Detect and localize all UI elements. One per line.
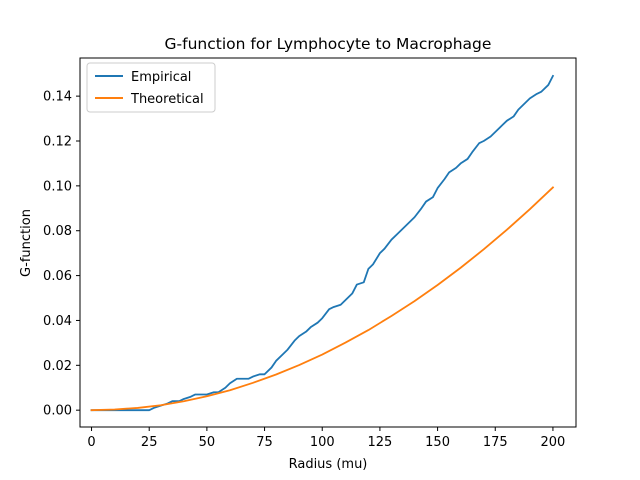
y-tick-label: 0.06	[43, 269, 72, 284]
x-tick-label: 150	[425, 435, 450, 450]
x-tick-label: 200	[541, 435, 566, 450]
y-tick-label: 0.14	[43, 90, 72, 105]
chart-title: G-function for Lymphocyte to Macrophage	[165, 35, 492, 53]
y-tick-label: 0.04	[43, 314, 72, 329]
y-tick-label: 0.00	[43, 404, 72, 419]
legend-label-empirical: Empirical	[131, 70, 191, 85]
y-tick-label: 0.12	[43, 134, 72, 149]
axes: 0 25 50 75 100 125 150 175 200 0.00 0.02 0.04 0.06 0.…	[43, 57, 577, 450]
x-tick-label: 25	[141, 435, 158, 450]
series-line-theoretical	[90, 186, 555, 412]
y-axis-label: G-function	[19, 209, 34, 277]
x-tick-label: 0	[87, 435, 95, 450]
legend-label-theoretical: Theoretical	[130, 92, 204, 107]
x-tick-label: 125	[367, 435, 392, 450]
y-tick-label: 0.02	[43, 359, 72, 374]
series-line-empirical	[90, 74, 555, 412]
x-tick-label: 175	[483, 435, 508, 450]
x-tick-label: 50	[199, 435, 216, 450]
x-axis-label: Radius (mu)	[289, 457, 368, 472]
x-tick-label: 100	[310, 435, 335, 450]
y-tick-label: 0.08	[43, 224, 72, 239]
legend: Empirical Theoretical	[86, 62, 216, 113]
axes-frame	[79, 57, 577, 428]
x-tick-label: 75	[256, 435, 273, 450]
y-tick-label: 0.10	[43, 179, 72, 194]
series-lines	[90, 74, 555, 412]
